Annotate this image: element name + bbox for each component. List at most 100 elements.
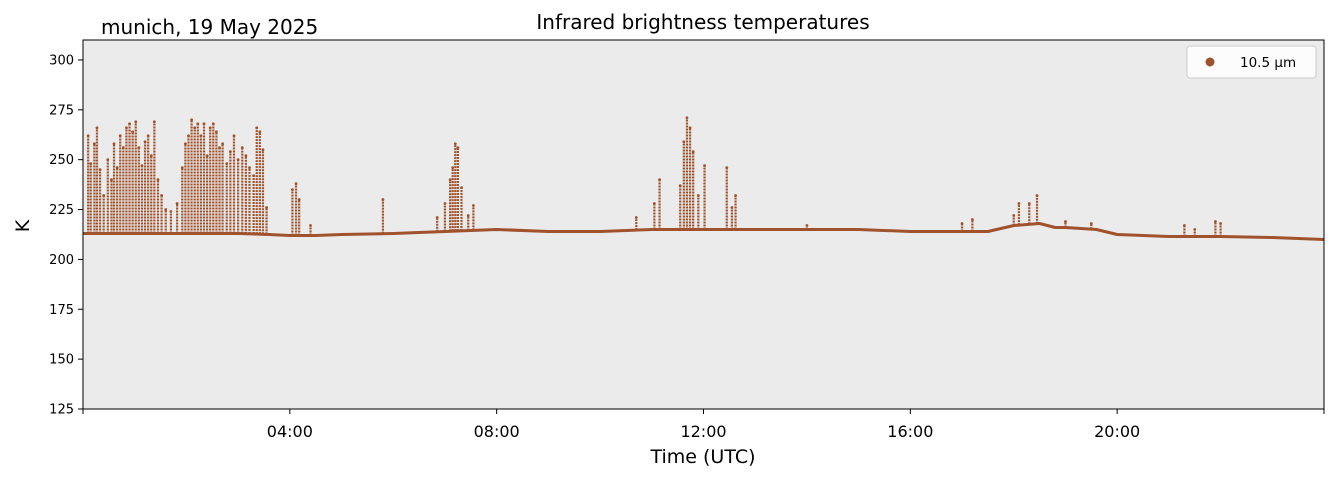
data-point — [164, 208, 168, 211]
y-tick-label: 275 — [49, 103, 74, 118]
data-point — [451, 166, 455, 170]
data-point — [1012, 214, 1016, 217]
data-point — [196, 122, 200, 126]
data-point — [725, 166, 729, 170]
data-point — [146, 134, 150, 138]
data-point — [160, 194, 163, 197]
data-point — [131, 130, 135, 134]
data-point — [658, 178, 661, 182]
data-point — [460, 186, 463, 190]
data-point — [232, 134, 236, 138]
data-point — [95, 126, 99, 130]
data-point — [143, 140, 147, 144]
data-point — [1214, 220, 1217, 223]
data-point — [1219, 222, 1222, 225]
y-tick-label: 200 — [49, 253, 74, 268]
data-point — [435, 216, 439, 219]
data-point — [149, 154, 153, 158]
data-point — [106, 158, 110, 162]
data-point — [1017, 202, 1021, 205]
data-point — [128, 122, 131, 126]
data-point — [86, 134, 90, 138]
data-point — [156, 178, 160, 182]
data-point — [381, 198, 385, 201]
x-tick-label: 20:00 — [1094, 422, 1140, 441]
data-point — [152, 120, 156, 124]
y-tick-label: 225 — [49, 203, 74, 218]
data-point — [265, 206, 268, 209]
data-point — [1089, 222, 1093, 225]
data-point — [805, 224, 809, 227]
y-axis-label: K — [12, 219, 34, 232]
legend-label: 10.5 µm — [1240, 55, 1296, 71]
plot-frame — [82, 39, 1325, 410]
data-point — [199, 134, 203, 138]
data-point — [215, 130, 218, 134]
data-point — [1035, 194, 1039, 197]
data-point — [92, 142, 96, 146]
data-point — [466, 214, 470, 217]
y-tick-label: 150 — [49, 353, 74, 368]
data-point — [294, 182, 298, 186]
data-point — [112, 142, 116, 146]
chart-title: Infrared brightness temperatures — [536, 10, 869, 34]
data-point — [1027, 202, 1031, 205]
data-point — [1193, 228, 1197, 231]
data-point — [118, 134, 122, 138]
data-point — [678, 184, 682, 188]
data-point — [98, 168, 102, 172]
data-point — [734, 194, 737, 197]
data-point — [190, 118, 193, 122]
data-point — [115, 166, 119, 170]
y-axis: 125 150 175 200 225 250 275 300 — [49, 53, 83, 418]
x-tick-label: 04:00 — [267, 422, 313, 441]
data-point — [1064, 220, 1067, 223]
legend-marker — [1205, 57, 1215, 67]
data-point — [110, 178, 113, 182]
data-point — [1182, 224, 1186, 227]
data-point — [297, 198, 301, 201]
data-point — [688, 126, 692, 130]
data-point — [691, 150, 695, 154]
data-point — [252, 174, 256, 178]
data-point — [730, 206, 734, 209]
data-point — [240, 146, 244, 150]
y-tick-label: 300 — [49, 53, 74, 68]
legend-box — [1186, 45, 1317, 79]
data-point — [236, 158, 240, 162]
data-point — [685, 116, 689, 120]
y-tick-label: 250 — [49, 153, 74, 168]
data-point — [121, 146, 125, 150]
data-point — [682, 140, 686, 144]
data-point — [180, 166, 184, 170]
data-point — [208, 126, 212, 130]
data-point — [218, 146, 221, 150]
y-tick-label: 175 — [49, 303, 74, 318]
data-point — [696, 194, 700, 197]
data-point — [456, 146, 460, 150]
location-date-label: munich, 19 May 2025 — [101, 15, 318, 39]
x-tick-label: 16:00 — [887, 422, 933, 441]
legend: 10.5 µm — [1186, 45, 1317, 79]
data-point — [175, 202, 179, 205]
data-point — [453, 142, 457, 146]
series-baseline — [83, 222, 1325, 241]
x-axis: 04:00 08:00 12:00 16:00 20:00 — [82, 409, 1325, 441]
y-tick-label: 125 — [49, 403, 74, 418]
data-point — [89, 162, 93, 166]
data-point — [309, 224, 312, 227]
data-point — [221, 142, 225, 146]
data-point — [134, 120, 138, 124]
data-point — [187, 134, 190, 138]
data-point — [244, 154, 248, 158]
data-point — [183, 142, 187, 146]
x-tick-label: 12:00 — [680, 422, 726, 441]
data-point — [471, 204, 475, 207]
x-tick-label: 08:00 — [474, 422, 520, 441]
data-point — [652, 202, 656, 205]
data-point — [102, 194, 106, 197]
data-point — [225, 162, 229, 166]
data-point — [248, 166, 251, 170]
data-point — [228, 150, 232, 154]
